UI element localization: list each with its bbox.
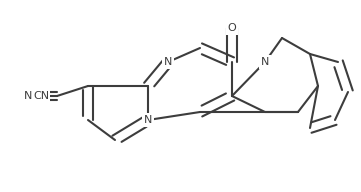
Text: N: N — [24, 91, 32, 101]
Text: N: N — [164, 57, 172, 67]
Text: N: N — [261, 57, 269, 67]
Text: O: O — [228, 23, 236, 33]
Text: CN: CN — [33, 91, 49, 101]
Text: N: N — [144, 115, 152, 125]
